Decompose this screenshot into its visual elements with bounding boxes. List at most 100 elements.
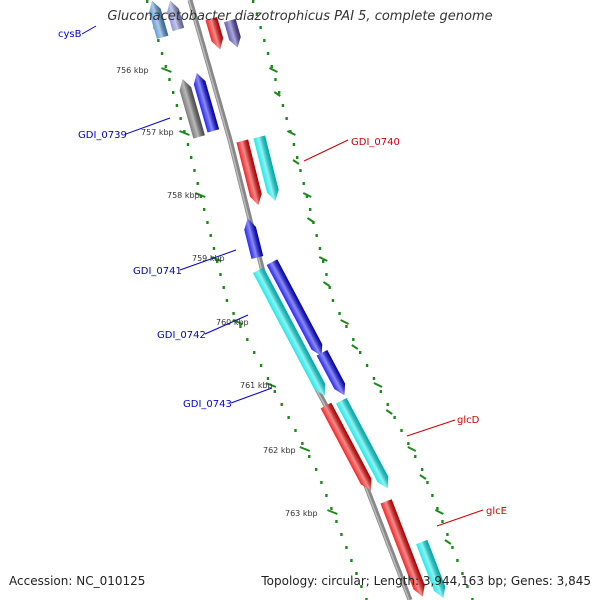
gene-label-glcE[interactable]: glcE xyxy=(486,506,507,517)
tick-mark xyxy=(219,273,222,276)
tick-mark xyxy=(461,572,464,575)
gene-shading xyxy=(336,397,389,489)
tick-mark xyxy=(196,182,199,185)
tick-mark xyxy=(372,377,376,380)
scale-ticks xyxy=(146,0,474,600)
gene-arrow xyxy=(224,18,241,48)
gene-label-GDI_0739[interactable]: GDI_0739 xyxy=(78,130,127,141)
gene-shading xyxy=(193,73,220,133)
tick-mark xyxy=(302,182,305,185)
gene-features xyxy=(149,0,446,598)
gene-arrow xyxy=(179,79,205,139)
genome-title: Gluconacetobacter diazotrophicus PAI 5, … xyxy=(107,9,493,24)
tick-mark xyxy=(183,130,186,133)
leader-line xyxy=(179,249,237,271)
tick-mark xyxy=(441,520,444,523)
tick-mark xyxy=(160,52,164,55)
tick-mark xyxy=(266,52,270,55)
gene-arrow xyxy=(193,73,220,133)
tick-mark xyxy=(308,455,311,458)
tick-mark xyxy=(420,468,424,471)
tick-mark xyxy=(345,325,348,328)
scale-label-757: 757 kbp xyxy=(141,128,174,137)
gene-label-cysB[interactable]: cysB xyxy=(58,29,82,40)
tick-mark xyxy=(259,364,263,367)
tick-mark xyxy=(318,247,322,250)
tick-mark xyxy=(175,104,179,107)
gene-shading xyxy=(252,267,326,396)
tick-mark xyxy=(186,143,190,146)
scale-label-759: 759 kbp xyxy=(192,254,225,263)
gene-arrow xyxy=(336,397,389,489)
gene-shading xyxy=(244,218,264,259)
tick-mark xyxy=(206,221,209,224)
scale-label-762: 762 kbp xyxy=(263,446,296,455)
gene-arrow xyxy=(252,267,326,396)
gene-shading xyxy=(253,135,279,202)
gene-label-glcD[interactable]: glcD xyxy=(457,415,480,426)
scale-label-761: 761 kbp xyxy=(240,381,273,390)
gene-shading xyxy=(149,0,169,39)
tick-mark xyxy=(232,312,235,315)
gene-arrow xyxy=(236,139,262,206)
tick-mark xyxy=(246,338,249,341)
tick-mark xyxy=(296,156,299,159)
major-tick-inner xyxy=(161,67,172,73)
tick-mark xyxy=(360,585,363,588)
major-tick-outer xyxy=(340,319,350,325)
gene-shading xyxy=(167,0,185,32)
gene-arrow xyxy=(316,349,346,396)
major-tick-outer xyxy=(302,192,312,198)
tick-mark xyxy=(199,195,203,198)
tick-mark xyxy=(345,546,348,549)
tick-mark xyxy=(314,468,318,471)
tick-mark xyxy=(407,442,410,445)
tick-mark xyxy=(320,481,323,484)
tick-mark xyxy=(414,455,417,458)
tick-mark xyxy=(164,65,167,68)
tick-mark xyxy=(322,260,325,263)
major-tick-inner xyxy=(194,192,206,198)
tick-mark xyxy=(330,507,333,510)
major-tick-outer xyxy=(306,217,315,223)
tick-mark xyxy=(193,169,196,172)
gene-arrow xyxy=(253,135,279,202)
tick-mark xyxy=(365,364,369,367)
tick-mark xyxy=(335,520,338,523)
tick-mark xyxy=(266,377,270,380)
tick-mark xyxy=(203,208,206,211)
label-leader-lines xyxy=(81,25,484,527)
tick-mark xyxy=(312,221,315,224)
tick-mark xyxy=(301,442,304,445)
leader-line xyxy=(81,25,97,35)
gene-label-GDI_0740[interactable]: GDI_0740 xyxy=(351,137,400,148)
tick-mark xyxy=(352,338,355,341)
gene-label-GDI_0743[interactable]: GDI_0743 xyxy=(183,399,232,410)
tick-mark xyxy=(281,104,285,107)
tick-mark xyxy=(299,169,302,172)
leader-line xyxy=(125,117,171,135)
major-tick-outer xyxy=(273,91,281,97)
major-tick-inner xyxy=(299,446,311,452)
major-tick-inner xyxy=(210,256,222,262)
tick-mark xyxy=(146,0,149,3)
major-tick-outer xyxy=(373,382,383,388)
genome-summary-text: Topology: circular; Length: 3,944,163 bp… xyxy=(261,574,591,588)
gene-label-GDI_0741[interactable]: GDI_0741 xyxy=(133,266,182,277)
tick-mark xyxy=(340,533,343,536)
tick-mark xyxy=(294,429,297,432)
gene-label-GDI_0742[interactable]: GDI_0742 xyxy=(157,330,206,341)
leader-line xyxy=(204,314,249,335)
tick-mark xyxy=(209,234,212,237)
tick-mark xyxy=(350,559,353,562)
leader-line xyxy=(230,387,273,404)
tick-mark xyxy=(263,39,266,42)
tick-mark xyxy=(259,26,262,29)
tick-mark xyxy=(466,585,469,588)
gene-arrow xyxy=(380,499,425,597)
gene-shading xyxy=(205,16,224,50)
tick-mark xyxy=(172,91,175,94)
tick-mark xyxy=(270,65,273,68)
gene-arrow xyxy=(205,16,224,50)
major-tick-outer xyxy=(292,159,300,165)
